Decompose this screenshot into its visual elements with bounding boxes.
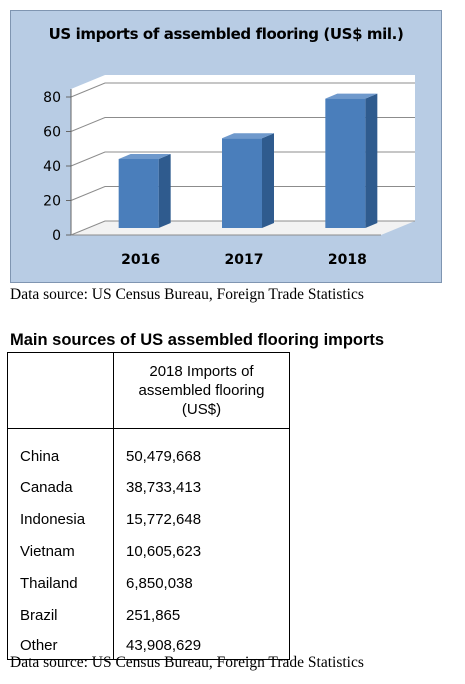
table-row: China 50,479,668 — [7, 428, 290, 471]
import-value-cell: 251,865 — [113, 599, 290, 631]
bar-side — [365, 93, 378, 228]
import-value-cell: 38,733,413 — [113, 471, 290, 503]
table-row: Thailand 6,850,038 — [7, 567, 290, 599]
gridline — [70, 82, 415, 98]
y-tick-label: 20 — [43, 194, 61, 210]
gridline — [70, 220, 415, 236]
table-header-country — [7, 352, 114, 429]
y-tick-label: 0 — [52, 228, 61, 244]
country-cell: Vietnam — [7, 535, 114, 567]
gridline — [70, 186, 415, 201]
table-row: Vietnam 10,605,623 — [7, 535, 290, 567]
chart-panel: US imports of assembled flooring (US$ mi… — [10, 10, 442, 283]
chart-title: US imports of assembled flooring (US$ mi… — [48, 25, 404, 43]
table-source-note: Data source: US Census Bureau, Foreign T… — [10, 654, 364, 671]
table-row: Brazil 251,865 — [7, 599, 290, 631]
country-cell: Thailand — [7, 567, 114, 599]
country-cell: Indonesia — [7, 503, 114, 535]
country-cell: China — [7, 428, 114, 471]
bar-top — [222, 133, 274, 139]
bar-top — [118, 154, 171, 159]
plot-side-wall — [71, 75, 105, 235]
table-row: Indonesia 15,772,648 — [7, 503, 290, 535]
table-header-value: 2018 Imports of assembled flooring (US$) — [113, 352, 290, 429]
import-value-cell: 10,605,623 — [113, 535, 290, 567]
chart-source-note: Data source: US Census Bureau, Foreign T… — [10, 286, 364, 303]
x-tick-label: 2018 — [328, 252, 367, 268]
table-row: Other 43,908,629 — [7, 631, 290, 660]
import-value-cell: 15,772,648 — [113, 503, 290, 535]
y-tick-label: 80 — [43, 90, 61, 106]
bar — [325, 98, 366, 228]
table-row: Canada 38,733,413 — [7, 471, 290, 503]
import-value-cell: 43,908,629 — [113, 631, 290, 660]
country-cell: Brazil — [7, 599, 114, 631]
x-tick-label: 2017 — [225, 252, 264, 268]
country-cell: Other — [7, 631, 114, 660]
sources-table: 2018 Imports of assembled flooring (US$)… — [7, 352, 290, 660]
bar-top — [325, 93, 378, 99]
import-value-cell: 50,479,668 — [113, 428, 290, 471]
bar-side — [158, 154, 171, 228]
y-tick-label: 60 — [43, 125, 61, 141]
y-tick-label: 40 — [43, 159, 61, 175]
bar-side — [262, 133, 274, 228]
table-header-label: 2018 Imports of assembled flooring (US$) — [138, 363, 265, 418]
x-tick-label: 2016 — [121, 252, 160, 268]
bar — [222, 138, 262, 228]
gridline — [70, 151, 415, 167]
table-title: Main sources of US assembled flooring im… — [10, 331, 385, 349]
bar — [118, 159, 159, 228]
import-value-cell: 6,850,038 — [113, 567, 290, 599]
gridline — [70, 117, 415, 132]
bar-chart: 0 20 40 60 80 2016 2017 2018 — [43, 75, 415, 268]
country-cell: Canada — [7, 471, 114, 503]
